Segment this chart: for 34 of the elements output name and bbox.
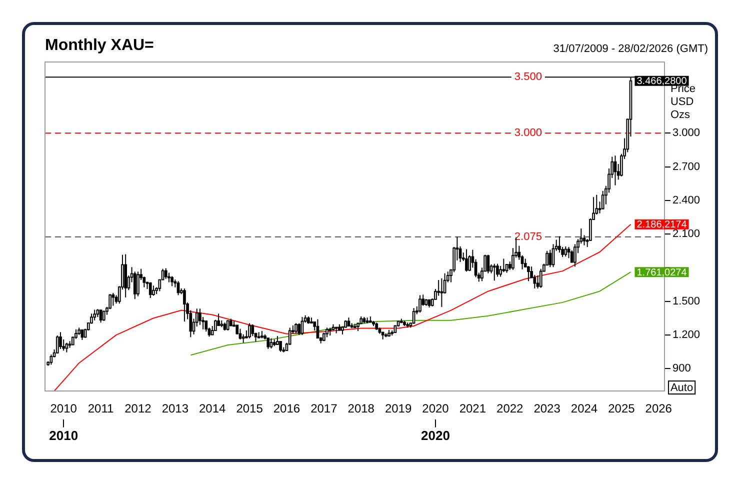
ref-line-label: 3.000 <box>514 127 542 140</box>
x2-tick-label: 2010 <box>49 428 78 443</box>
x2-tick-label: 2020 <box>421 428 450 443</box>
chart-subtitle: 31/07/2009 - 28/02/2026 (GMT) <box>553 43 708 55</box>
x-tick-label: 2023 <box>534 402 561 416</box>
data-label: 2.186,2174 <box>636 220 688 231</box>
data-label: 1.761,0274 <box>636 267 688 278</box>
x-tick-label: 2016 <box>273 402 300 416</box>
x-tick-label: 2022 <box>496 402 524 416</box>
y-tick-label: 900 <box>672 362 691 375</box>
x-tick-label: 2010 <box>50 402 78 416</box>
x-tick-label: 2021 <box>459 402 486 416</box>
x-tick-label: 2026 <box>645 402 672 416</box>
ref-line-label: 2.075 <box>514 230 542 243</box>
y-tick-label: 2.700 <box>672 160 700 173</box>
text: Auto <box>670 382 694 394</box>
x-tick-label: 2024 <box>570 402 598 416</box>
x-tick-label: 2020 <box>422 402 450 416</box>
ref-line-label: 3.500 <box>514 71 542 84</box>
y-tick-label: 1.200 <box>672 328 700 341</box>
x-tick-label: 2025 <box>608 402 636 416</box>
y-tick-label: 2.100 <box>672 228 700 240</box>
y-tick-label: 3.000 <box>672 127 700 140</box>
x-tick-label: 2015 <box>236 402 264 416</box>
x-tick-label: 2013 <box>162 402 189 416</box>
x-tick-label: 2014 <box>199 402 226 416</box>
x-tick-label: 2012 <box>124 402 152 416</box>
x-tick-label: 2011 <box>88 402 114 416</box>
x-tick-label: 2018 <box>348 402 375 416</box>
x-tick-label: 2019 <box>384 402 412 416</box>
chart-title: Monthly XAU= <box>45 37 154 54</box>
y-tick-label: 1.500 <box>672 295 700 308</box>
x-tick-label: 2017 <box>310 402 338 416</box>
y-tick-label: 2.400 <box>672 194 700 206</box>
